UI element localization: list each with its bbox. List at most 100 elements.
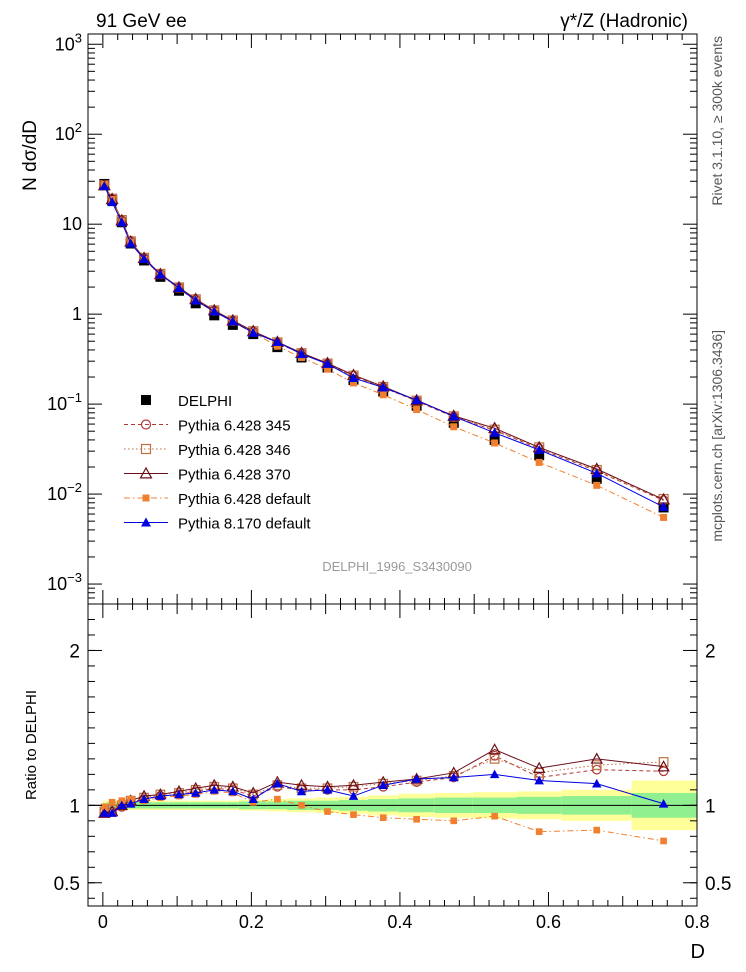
point-pdefault — [273, 342, 281, 350]
point-pdefault — [660, 513, 668, 521]
ratio-point-pdefault — [413, 815, 420, 823]
ratio-point-p370 — [590, 752, 603, 764]
ratio-y-tick-label: 1 — [69, 796, 80, 817]
ratio-line-p345 — [104, 755, 664, 813]
ratio-point-pdefault — [324, 808, 331, 815]
x-axis-label: D — [691, 941, 705, 963]
point-p8 — [591, 468, 602, 478]
ratio-point-p8 — [296, 786, 307, 796]
legend-label-data: DELPHI — [178, 393, 232, 410]
legend-marker-p8 — [141, 517, 151, 527]
ratio-point-pdefault — [350, 811, 357, 818]
point-data — [591, 473, 602, 484]
point-p8 — [658, 501, 669, 511]
y-tick-label: 10−3 — [47, 570, 82, 594]
point-p8 — [448, 411, 459, 421]
point-p8 — [155, 269, 166, 279]
point-p8 — [227, 316, 238, 326]
point-pdefault — [450, 423, 458, 431]
legend-marker-p346 — [140, 443, 152, 455]
ratio-y-tick-label-right: 2 — [705, 641, 716, 662]
point-pdefault — [413, 406, 421, 414]
ratio-y-tick-label: 0.5 — [54, 874, 80, 895]
point-pdefault — [350, 379, 358, 387]
point-p370 — [410, 393, 424, 406]
legend-label-p346: Pythia 6.428 346 — [178, 442, 291, 459]
ratio-ylabel: Ratio to DELPHI — [23, 690, 40, 800]
point-p8 — [125, 238, 136, 248]
ratio-point-p8 — [174, 789, 184, 799]
ratio-frame — [87, 603, 698, 907]
ratio-panel: Ratio to DELPHI 2 21 10.5 0.50 0.2 0.4 0.6 0.8 … — [23, 603, 731, 963]
ratio-point-p8 — [99, 808, 110, 817]
series-data — [99, 178, 669, 513]
ratio-point-pdefault — [379, 814, 387, 822]
x-tick-label: 0.6 — [536, 912, 561, 932]
ratio-point-p370 — [532, 761, 546, 773]
point-p8 — [139, 254, 150, 264]
ratio-point-p8 — [534, 775, 544, 785]
ratio-point-pdefault — [535, 828, 543, 835]
ratio-y-tick-label-right: 1 — [705, 796, 716, 817]
y-tick-label: 10−2 — [47, 480, 82, 504]
ratio-point-p8 — [209, 785, 220, 794]
point-p8 — [348, 373, 359, 383]
ratio-point-p346 — [591, 760, 602, 770]
main-ylabel: N dσ/dD — [20, 120, 41, 191]
point-p8 — [272, 337, 283, 347]
ratio-point-p8 — [658, 799, 669, 808]
ratio-point-pdefault — [108, 798, 116, 806]
point-pdefault — [324, 365, 332, 373]
y-tick-label: 102 — [55, 120, 82, 144]
ratio-point-p8 — [272, 778, 283, 788]
rivet-label: Rivet 3.1.10, ≥ 300k events — [709, 36, 725, 206]
ratio-point-pdefault — [101, 803, 108, 811]
point-p8 — [411, 395, 422, 405]
point-data — [448, 417, 459, 428]
point-pdefault — [535, 458, 543, 466]
ratio-point-p8 — [155, 791, 166, 800]
y-tick-label: 1 — [72, 304, 82, 324]
legend-marker-data — [141, 395, 151, 405]
y-tick-label: 10 — [62, 214, 82, 234]
point-p8 — [190, 295, 201, 305]
point-p8 — [99, 181, 110, 191]
ratio-point-p8 — [449, 772, 459, 782]
legend-label-pdefault: Pythia 6.428 default — [178, 491, 311, 508]
ratio-point-p8 — [228, 786, 238, 796]
ratio-point-p8 — [591, 778, 602, 788]
x-tick-label: 0.8 — [684, 912, 709, 932]
point-p8 — [209, 306, 220, 316]
point-pdefault — [379, 391, 387, 399]
ratio-point-p346 — [489, 753, 500, 764]
point-p8 — [322, 358, 333, 368]
point-p8 — [248, 327, 259, 337]
x-tick-label: 0.4 — [387, 912, 412, 932]
ratio-point-pdefault — [298, 802, 305, 809]
mcplots-label: mcplots.cern.ch [arXiv:1306.3436] — [709, 330, 725, 542]
point-p8 — [534, 444, 545, 454]
point-p8 — [489, 427, 500, 437]
legend-label-p8: Pythia 8.170 default — [178, 516, 311, 533]
ratio-point-pdefault — [274, 795, 281, 803]
ratio-point-p370 — [657, 760, 670, 772]
ratio-point-p370 — [98, 806, 111, 818]
legend-marker-p370 — [139, 466, 153, 479]
ratio-point-pdefault — [491, 812, 498, 820]
y-tick-label: 10−1 — [47, 390, 82, 414]
ratio-line-p8 — [104, 773, 664, 814]
point-p8 — [107, 197, 118, 207]
y-tick-label: 103 — [55, 30, 82, 54]
legend-marker-pdefault — [142, 494, 150, 502]
series-line-pdefault — [103, 184, 664, 518]
point-p8 — [173, 283, 184, 293]
header-left: 91 GeV ee — [96, 11, 187, 32]
ratio-point-p8 — [125, 799, 136, 808]
ratio-y-tick-label-right: 0.5 — [705, 874, 731, 895]
ratio-point-p8 — [322, 785, 333, 794]
legend: DELPHI Pythia 6.428 345 Pythia 6.428 346 Py… — [124, 393, 311, 533]
x-tick-label: 0.2 — [239, 912, 264, 932]
ratio-point-p370 — [488, 743, 501, 755]
